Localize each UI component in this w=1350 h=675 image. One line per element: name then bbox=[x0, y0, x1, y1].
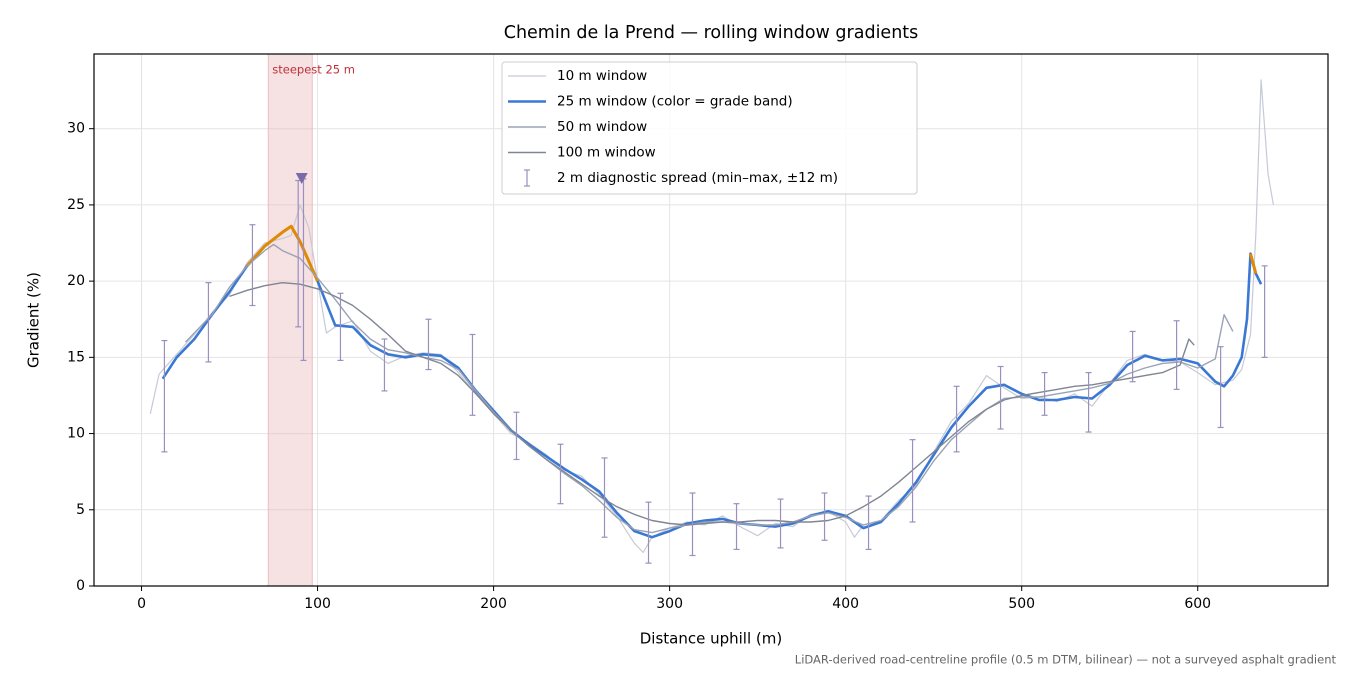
span-label: steepest 25 m bbox=[272, 63, 355, 77]
legend-label: 2 m diagnostic spread (min–max, ±12 m) bbox=[557, 170, 838, 186]
y-tick-label: 15 bbox=[67, 349, 85, 365]
series-line bbox=[229, 282, 1195, 526]
legend-label: 25 m window (color = grade band) bbox=[557, 94, 793, 110]
y-tick-label: 25 bbox=[67, 197, 85, 213]
plot-area bbox=[149, 79, 1274, 564]
y-tick-label: 10 bbox=[67, 426, 85, 442]
footnote: LiDAR-derived road-centreline profile (0… bbox=[795, 653, 1337, 667]
x-tick-label: 100 bbox=[304, 596, 331, 612]
x-tick-label: 0 bbox=[137, 596, 146, 612]
y-axis-label: Gradient (%) bbox=[25, 272, 43, 368]
chart-title: Chemin de la Prend — rolling window grad… bbox=[504, 23, 919, 43]
grade-band-line bbox=[1249, 253, 1258, 274]
x-tick-label: 300 bbox=[656, 596, 683, 612]
x-tick-label: 400 bbox=[832, 596, 859, 612]
axes-frame bbox=[93, 53, 1329, 587]
legend-label: 50 m window bbox=[557, 119, 647, 135]
y-tick-label: 20 bbox=[67, 273, 85, 289]
steepest-marker bbox=[295, 172, 308, 184]
x-axis-label: Distance uphill (m) bbox=[640, 630, 782, 648]
highlight-span bbox=[267, 53, 313, 587]
x-tick-label: 200 bbox=[480, 596, 507, 612]
x-tick-label: 600 bbox=[1184, 596, 1211, 612]
legend-label: 100 m window bbox=[557, 145, 656, 161]
y-tick-label: 5 bbox=[76, 502, 85, 518]
y-tick-label: 30 bbox=[67, 121, 85, 137]
legend-box bbox=[501, 61, 918, 195]
x-tick-label: 500 bbox=[1008, 596, 1035, 612]
y-tick-label: 0 bbox=[76, 578, 85, 594]
series-line bbox=[184, 243, 1234, 534]
legend-label: 10 m window bbox=[557, 68, 647, 84]
